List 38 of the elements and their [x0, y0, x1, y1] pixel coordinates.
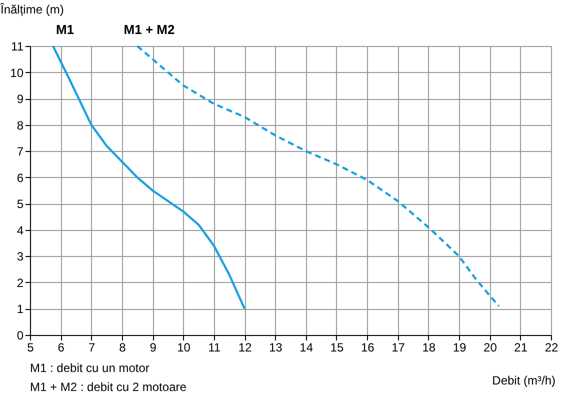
- x-tick-label: 21: [514, 340, 528, 354]
- x-tick-label: 10: [177, 340, 191, 354]
- series-label: M1 + M2: [124, 22, 175, 37]
- text: M1 + M2 : debit cu 2 motoare: [30, 380, 187, 394]
- x-tick-label: 12: [238, 340, 252, 354]
- x-tick-label: 14: [300, 340, 314, 354]
- x-tick-label: 6: [58, 340, 65, 354]
- y-tick-label: 5: [16, 197, 24, 212]
- y-axis-title: Înălțime (m): [0, 2, 64, 16]
- x-axis-title: Debit (m³/h): [492, 374, 556, 388]
- x-tick-label: 8: [119, 340, 126, 354]
- x-tick-label: 17: [392, 340, 406, 354]
- x-tick-label: 15: [330, 340, 344, 354]
- line-series: [52, 44, 246, 310]
- x-tick-label: 7: [88, 340, 96, 354]
- x-tick-label: 19: [452, 340, 467, 354]
- x-tick-label: 22: [544, 340, 558, 354]
- x-tick-label: 9: [150, 340, 157, 354]
- y-tick-label: 1: [16, 302, 24, 316]
- y-tick-label: 8: [16, 118, 24, 132]
- y-tick-label: 4: [16, 223, 24, 238]
- y-tick-label: 2: [16, 276, 24, 290]
- y-tick-label: 11: [11, 40, 24, 54]
- y-tick-label: 3: [16, 250, 24, 264]
- x-tick-label: 5: [27, 340, 34, 354]
- y-tick-label: 9: [16, 92, 24, 106]
- x-tick-label: 18: [422, 340, 436, 354]
- x-tick-label: 11: [208, 340, 221, 354]
- text: M1 : debit cu un motor: [30, 361, 150, 375]
- x-tick-label: 13: [268, 340, 283, 354]
- x-tick-label: 16: [360, 340, 375, 354]
- series-label: M1: [56, 22, 74, 37]
- line-series: [136, 44, 500, 308]
- y-tick-label: 7: [16, 144, 24, 159]
- y-tick-label: 0: [16, 328, 24, 342]
- y-tick-label: 10: [10, 66, 24, 80]
- x-tick-label: 20: [484, 340, 498, 354]
- y-tick-label: 6: [16, 170, 24, 185]
